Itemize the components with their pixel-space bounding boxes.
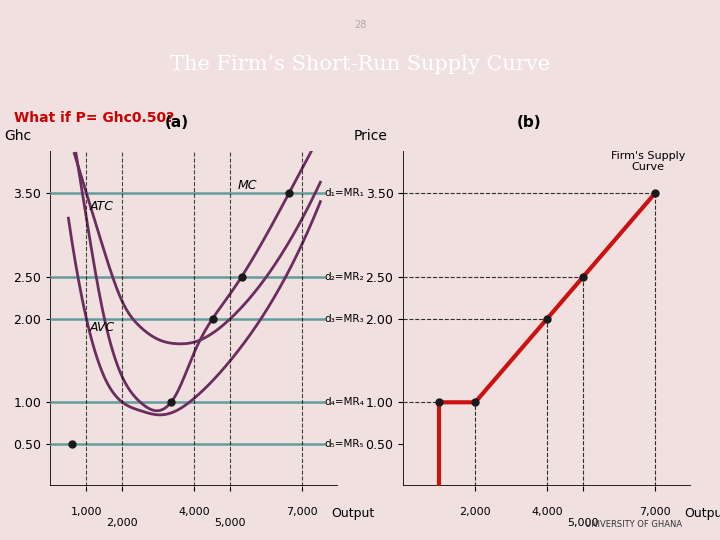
Text: What if P= Ghc0.50?: What if P= Ghc0.50?: [14, 111, 175, 125]
Text: 28: 28: [354, 19, 366, 30]
Text: 4,000: 4,000: [531, 507, 563, 517]
Text: 1,000: 1,000: [71, 507, 102, 517]
Text: Output: Output: [684, 507, 720, 520]
Text: 2,000: 2,000: [107, 518, 138, 528]
Text: d₂=MR₂: d₂=MR₂: [324, 272, 364, 282]
Text: Output: Output: [331, 507, 374, 520]
Text: MC: MC: [238, 179, 257, 192]
Text: (a): (a): [164, 115, 189, 130]
Text: d₁=MR₁: d₁=MR₁: [324, 188, 364, 198]
Text: d₃=MR₃: d₃=MR₃: [324, 314, 364, 323]
Text: AVC: AVC: [90, 321, 115, 334]
Text: 7,000: 7,000: [639, 507, 671, 517]
Text: 5,000: 5,000: [567, 518, 599, 528]
Text: UNIVERSITY OF GHANA: UNIVERSITY OF GHANA: [585, 520, 682, 529]
Text: Firm's Supply
Curve: Firm's Supply Curve: [611, 151, 685, 172]
Text: (b): (b): [517, 115, 541, 130]
Text: d₄=MR₄: d₄=MR₄: [324, 397, 364, 407]
Text: 2,000: 2,000: [459, 507, 491, 517]
Text: Ghc: Ghc: [4, 129, 32, 143]
Text: The Firm’s Short-Run Supply Curve: The Firm’s Short-Run Supply Curve: [170, 55, 550, 74]
Text: ATC: ATC: [90, 200, 114, 213]
Text: 5,000: 5,000: [215, 518, 246, 528]
Text: 7,000: 7,000: [287, 507, 318, 517]
Text: 4,000: 4,000: [179, 507, 210, 517]
Text: Price: Price: [354, 129, 388, 143]
Text: d₅=MR₅: d₅=MR₅: [324, 439, 364, 449]
